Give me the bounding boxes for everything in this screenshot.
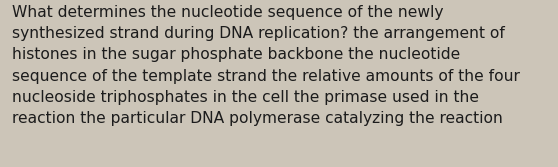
Text: What determines the nucleotide sequence of the newly
synthesized strand during D: What determines the nucleotide sequence …: [12, 5, 520, 126]
